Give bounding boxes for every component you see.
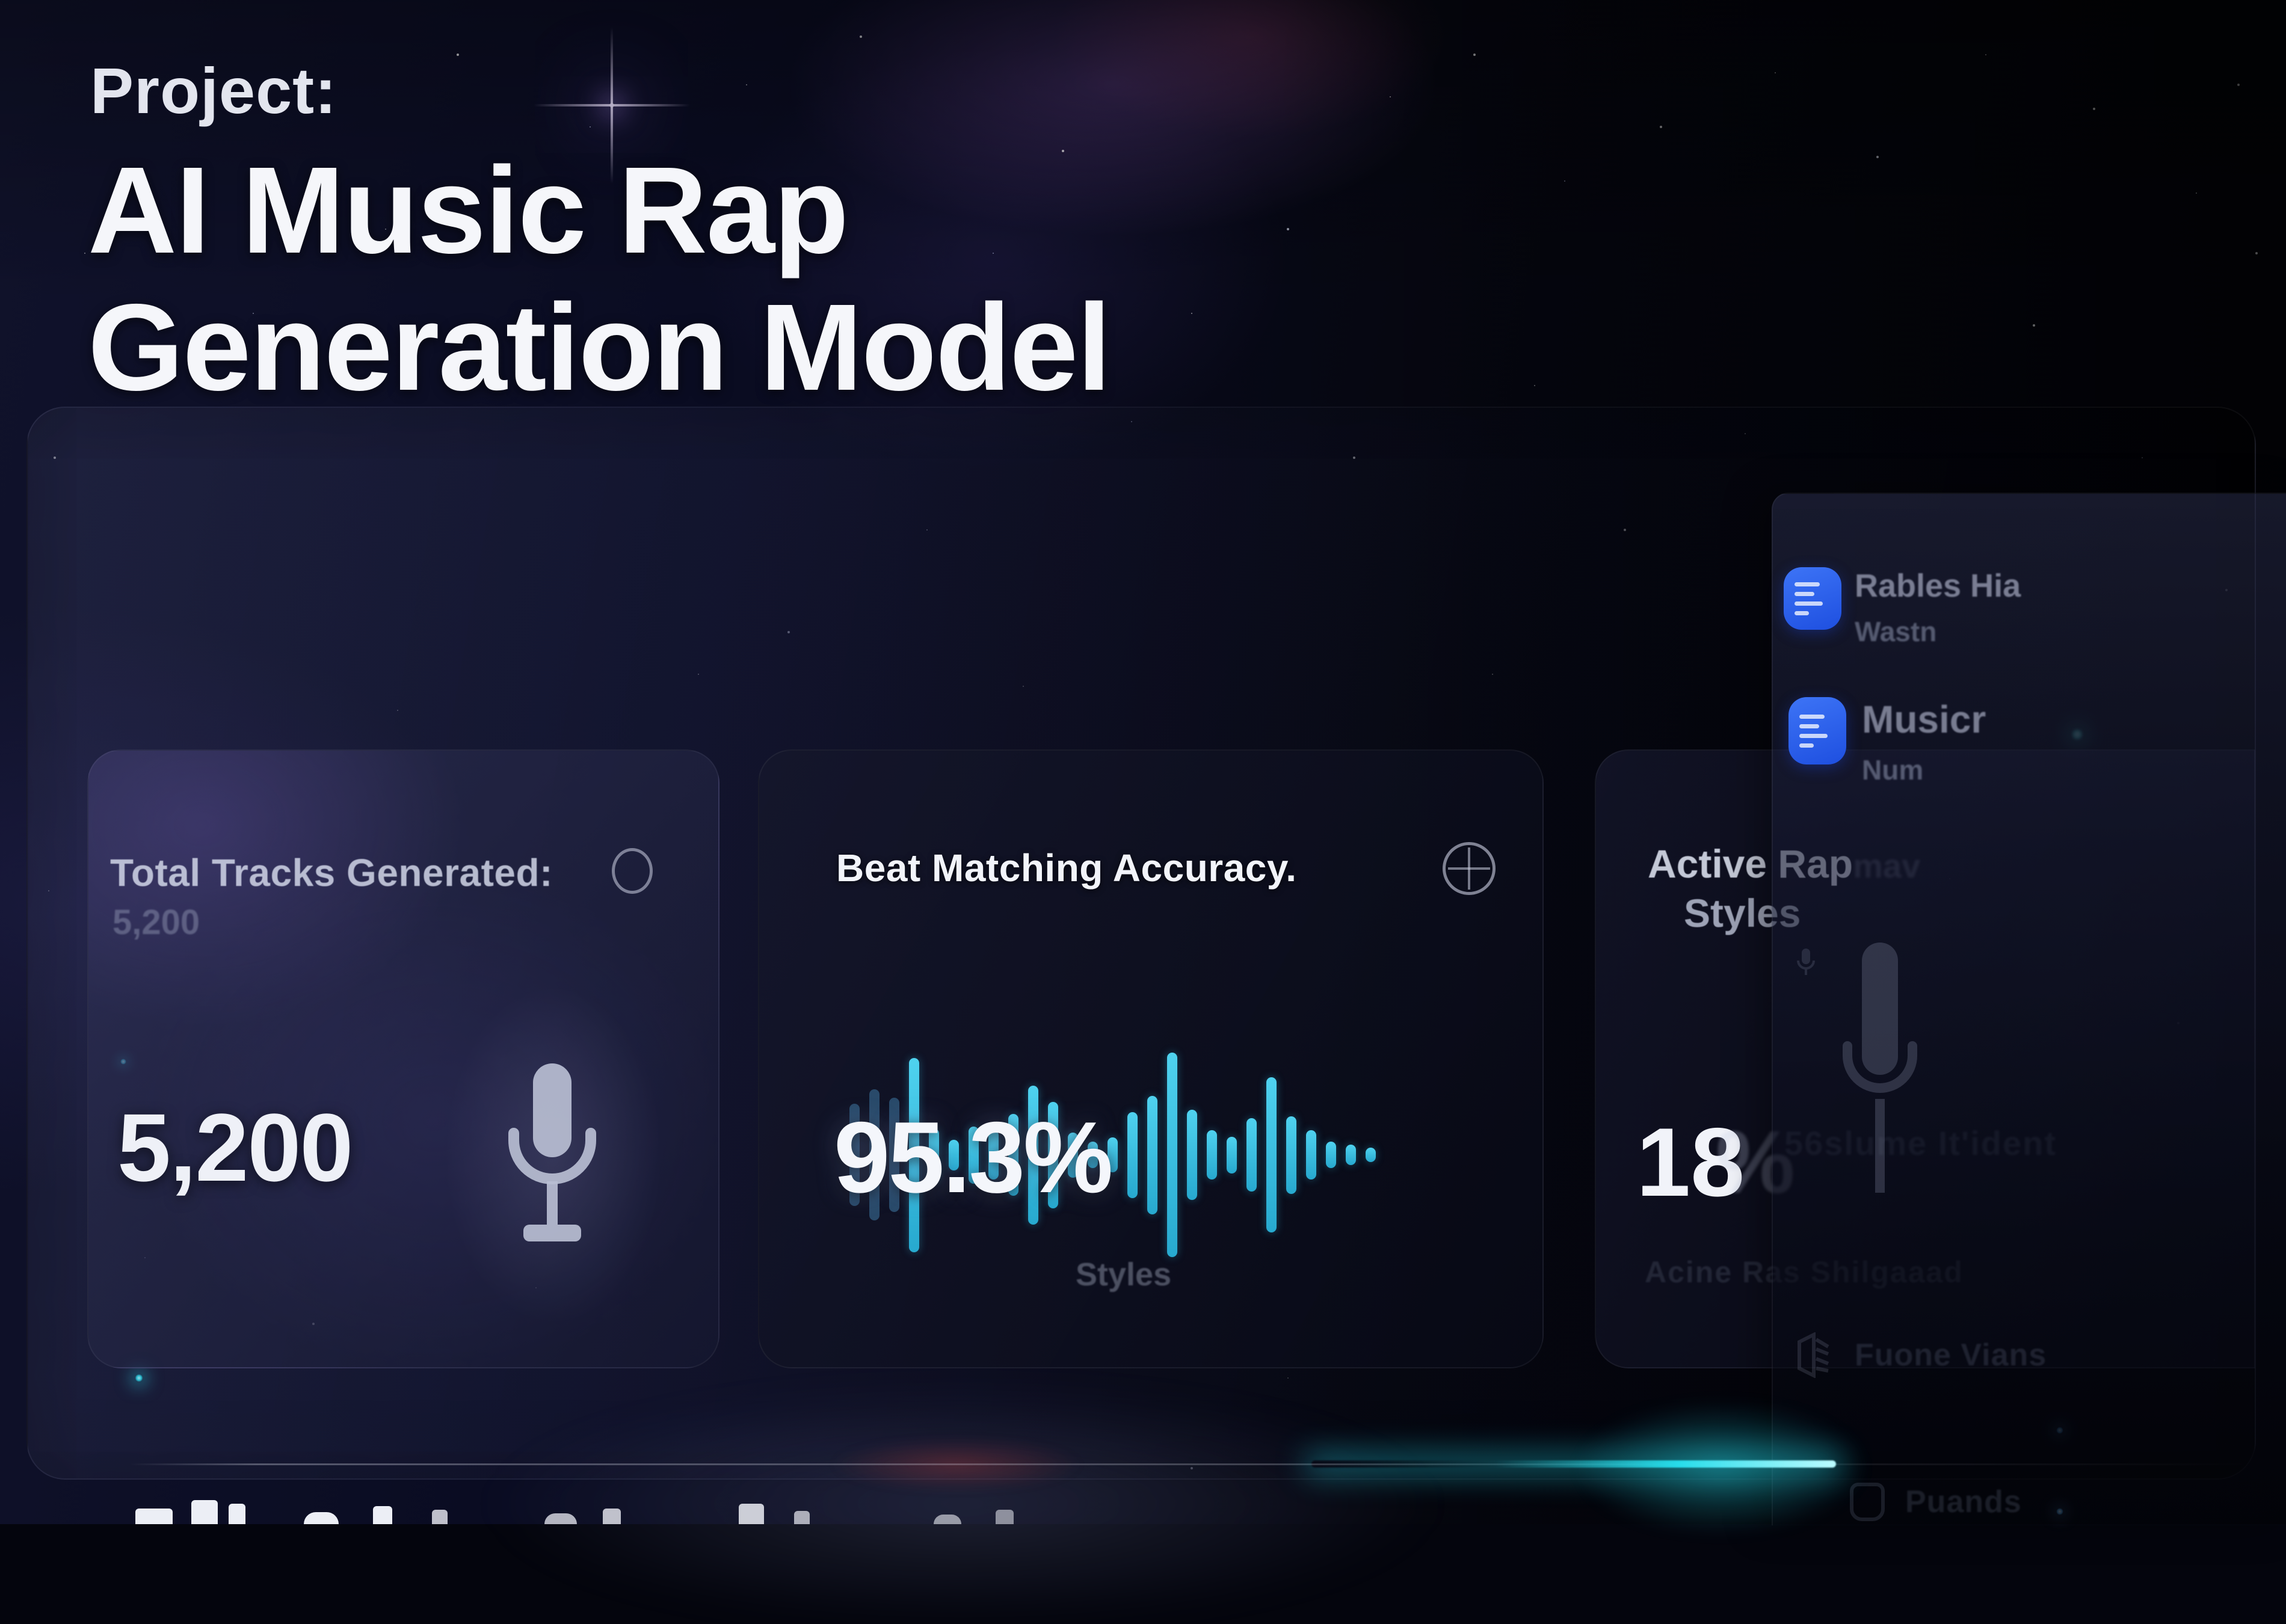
- waveform-bar: [1088, 1142, 1098, 1168]
- waveform-bar: [1167, 1053, 1177, 1257]
- waveform-bar: [988, 1130, 999, 1180]
- page-title: AI Music Rap Generation Model: [88, 141, 1111, 416]
- circle-outline-icon[interactable]: [612, 848, 653, 894]
- music-app-icon: [1784, 567, 1841, 630]
- waveform-bar: [1028, 1085, 1038, 1225]
- sidebar-item-title: Musicr: [1862, 698, 1986, 741]
- waveform-bar: [1207, 1130, 1217, 1180]
- card-beat-matching-title: Beat Matching Accuracy.: [836, 846, 1297, 890]
- cyan-accent-line: [1311, 1460, 1836, 1468]
- card-active-styles-value: 18: [1636, 1108, 1745, 1217]
- sidebar-item-subtitle: Num: [1862, 754, 1924, 786]
- waveform-bar: [869, 1089, 880, 1220]
- waveform-bar: [1286, 1116, 1296, 1194]
- sidebar-item-subtitle: Wastn: [1855, 616, 1937, 647]
- waveform-bar: [1108, 1137, 1118, 1172]
- cyan-glow: [1576, 1401, 1865, 1534]
- waveform-bar: [849, 1104, 860, 1206]
- waveform-bar: [1068, 1132, 1078, 1178]
- waveform-bar: [1346, 1145, 1356, 1165]
- waveform-bar: [889, 1098, 899, 1212]
- ghost-microphone-icon: [1843, 943, 1917, 1193]
- waveform-bar: [1266, 1077, 1277, 1232]
- sidebar-ghost-label: Fuone Vians: [1855, 1338, 2047, 1373]
- music-app-icon: [1788, 697, 1846, 764]
- waveform-bar: [969, 1126, 979, 1184]
- waveform-bar: [1147, 1095, 1157, 1214]
- sidebar-item-musicr[interactable]: Musicr Num: [1788, 697, 1986, 786]
- card-beat-matching-value: 95.3%: [834, 1101, 1113, 1214]
- sidebar: Rables Hia Wastn Musicr Num Fuone Vians …: [1772, 493, 2286, 1525]
- card-total-tracks-subvalue: 5,200: [112, 903, 200, 942]
- card-total-tracks: Total Tracks Generated: 5,200 5,200: [87, 749, 719, 1368]
- waveform-bar: [1306, 1130, 1316, 1180]
- waveform-bar: [909, 1057, 919, 1252]
- project-eyebrow: Project:: [90, 54, 337, 127]
- waveform-bar: [929, 1128, 939, 1181]
- red-glow: [830, 1438, 1083, 1492]
- waveform-bar: [1048, 1101, 1058, 1208]
- waveform-chart: [849, 1041, 1409, 1269]
- waveform-bar: [1326, 1142, 1336, 1168]
- card-beat-matching-caption: Styles: [1076, 1256, 1172, 1293]
- waveform-bar: [1366, 1148, 1376, 1162]
- card-beat-matching: Beat Matching Accuracy. Styles: [758, 749, 1544, 1368]
- waveform-bar: [1246, 1118, 1257, 1192]
- card-total-tracks-value: 5,200: [117, 1093, 353, 1201]
- waveform-bar: [1187, 1110, 1197, 1200]
- shield-icon: [1850, 1483, 1885, 1521]
- sidebar-item-rables[interactable]: Rables Hia Wastn: [1784, 567, 2021, 648]
- waveform-bar: [1227, 1136, 1237, 1173]
- divider-line: [129, 1463, 2253, 1465]
- microphone-icon: [508, 1063, 596, 1241]
- page-title-line2: Generation Model: [88, 278, 1111, 416]
- sidebar-item-puands[interactable]: Puands: [1850, 1483, 2022, 1521]
- circle-crosshair-icon[interactable]: [1443, 842, 1496, 895]
- card-total-tracks-title: Total Tracks Generated:: [110, 851, 553, 894]
- waveform-icon: [1798, 1332, 1829, 1378]
- sidebar-item-fuone[interactable]: Fuone Vians: [1797, 1332, 2047, 1378]
- waveform-bar: [1127, 1112, 1138, 1198]
- waveform-bar: [1008, 1114, 1018, 1196]
- cropped-text-tops: [0, 1498, 2286, 1524]
- page-title-line1: AI Music Rap: [88, 141, 849, 279]
- small-mic-icon: [1797, 949, 1815, 975]
- sidebar-ghost-label: Puands: [1905, 1484, 2022, 1519]
- sidebar-item-title: Rables Hia: [1855, 568, 2021, 604]
- waveform-bar: [949, 1139, 959, 1170]
